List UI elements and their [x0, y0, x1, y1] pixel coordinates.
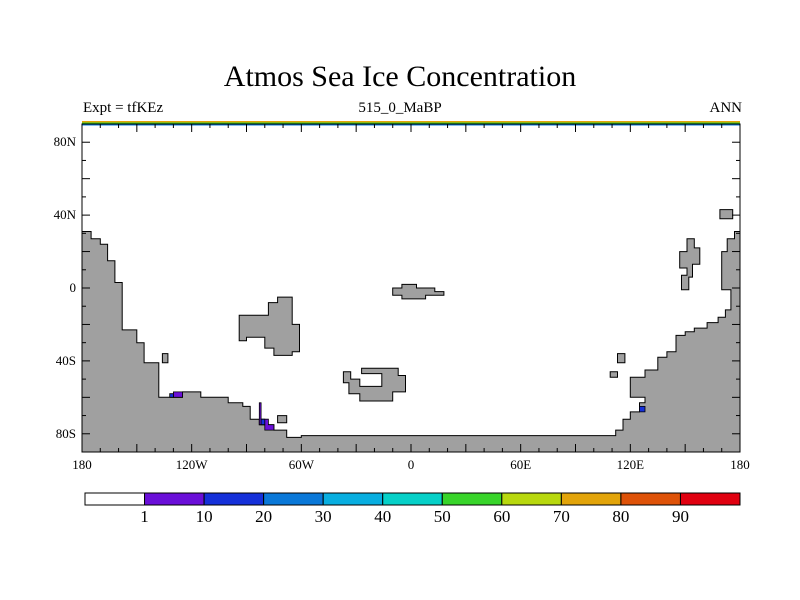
colorbar-label: 90	[672, 507, 689, 526]
colorbar-label: 60	[493, 507, 510, 526]
north-edge-green	[82, 122, 740, 124]
y-tick-label: 0	[70, 280, 77, 295]
land-layer	[81, 209, 741, 453]
colorbar-swatch	[501, 492, 562, 506]
experiment-label: Expt = tfKEz	[83, 100, 164, 116]
land-mass-8	[617, 353, 626, 364]
land-mass-3	[392, 283, 445, 300]
colorbar-label: 80	[612, 507, 629, 526]
season-label: ANN	[709, 100, 743, 116]
colorbar-label: 30	[315, 507, 332, 526]
colorbar: 1 10 20 30 40 50 60 70 80 90	[84, 492, 741, 526]
colorbar-label: 20	[255, 507, 272, 526]
chart-title: Atmos Sea Ice Concentration	[223, 60, 577, 93]
x-tick-label: 60E	[510, 457, 531, 472]
north-edge-orange	[82, 121, 740, 123]
colorbar-swatch	[322, 492, 384, 506]
colorbar-label: 1	[140, 507, 149, 526]
colorbar-swatch	[84, 492, 146, 506]
ice-layer	[169, 391, 646, 431]
colorbar-swatch	[144, 492, 205, 506]
colorbar-label: 70	[553, 507, 570, 526]
colorbar-swatch	[441, 492, 503, 506]
y-tick-label: 40S	[56, 353, 76, 368]
colorbar-swatch	[620, 492, 681, 506]
x-tick-label: 120E	[617, 457, 645, 472]
sea-ice-cell-3	[260, 418, 266, 426]
x-tick-label: 180	[730, 457, 750, 472]
period-label: 515_0_MaBP	[358, 100, 442, 116]
x-tick-label: 0	[408, 457, 415, 472]
land-mass-6	[161, 353, 169, 364]
land-mass-4	[679, 238, 701, 291]
y-tick-label: 40N	[54, 207, 77, 222]
colorbar-swatch	[382, 492, 443, 506]
y-tick-label: 80S	[56, 426, 76, 441]
colorbar-swatch	[679, 492, 741, 506]
land-mass-7	[277, 415, 288, 424]
colorbar-swatch	[560, 492, 622, 506]
land-mass-9	[609, 371, 618, 378]
x-tick-label: 60W	[289, 457, 315, 472]
land-mass-2	[342, 367, 406, 402]
x-tick-label: 180	[72, 457, 92, 472]
y-tick-label: 80N	[54, 134, 77, 149]
sea-ice-cell-2	[169, 393, 174, 398]
land-mass-1	[238, 296, 300, 356]
sea-ice-cell-0	[172, 391, 183, 398]
ticks-layer: 180 120W 60W 0 60E 120E 180 80N 40N 0 40S 80S	[54, 124, 750, 472]
colorbar-swatch	[263, 492, 324, 506]
land-mass-5	[719, 209, 734, 220]
land-mass-0	[81, 231, 741, 453]
colorbar-label: 50	[434, 507, 451, 526]
x-tick-label: 120W	[176, 457, 209, 472]
colorbar-swatch	[203, 492, 265, 506]
colorbar-label: 10	[196, 507, 213, 526]
sea-ice-cell-4	[639, 405, 646, 413]
colorbar-label: 40	[374, 507, 391, 526]
